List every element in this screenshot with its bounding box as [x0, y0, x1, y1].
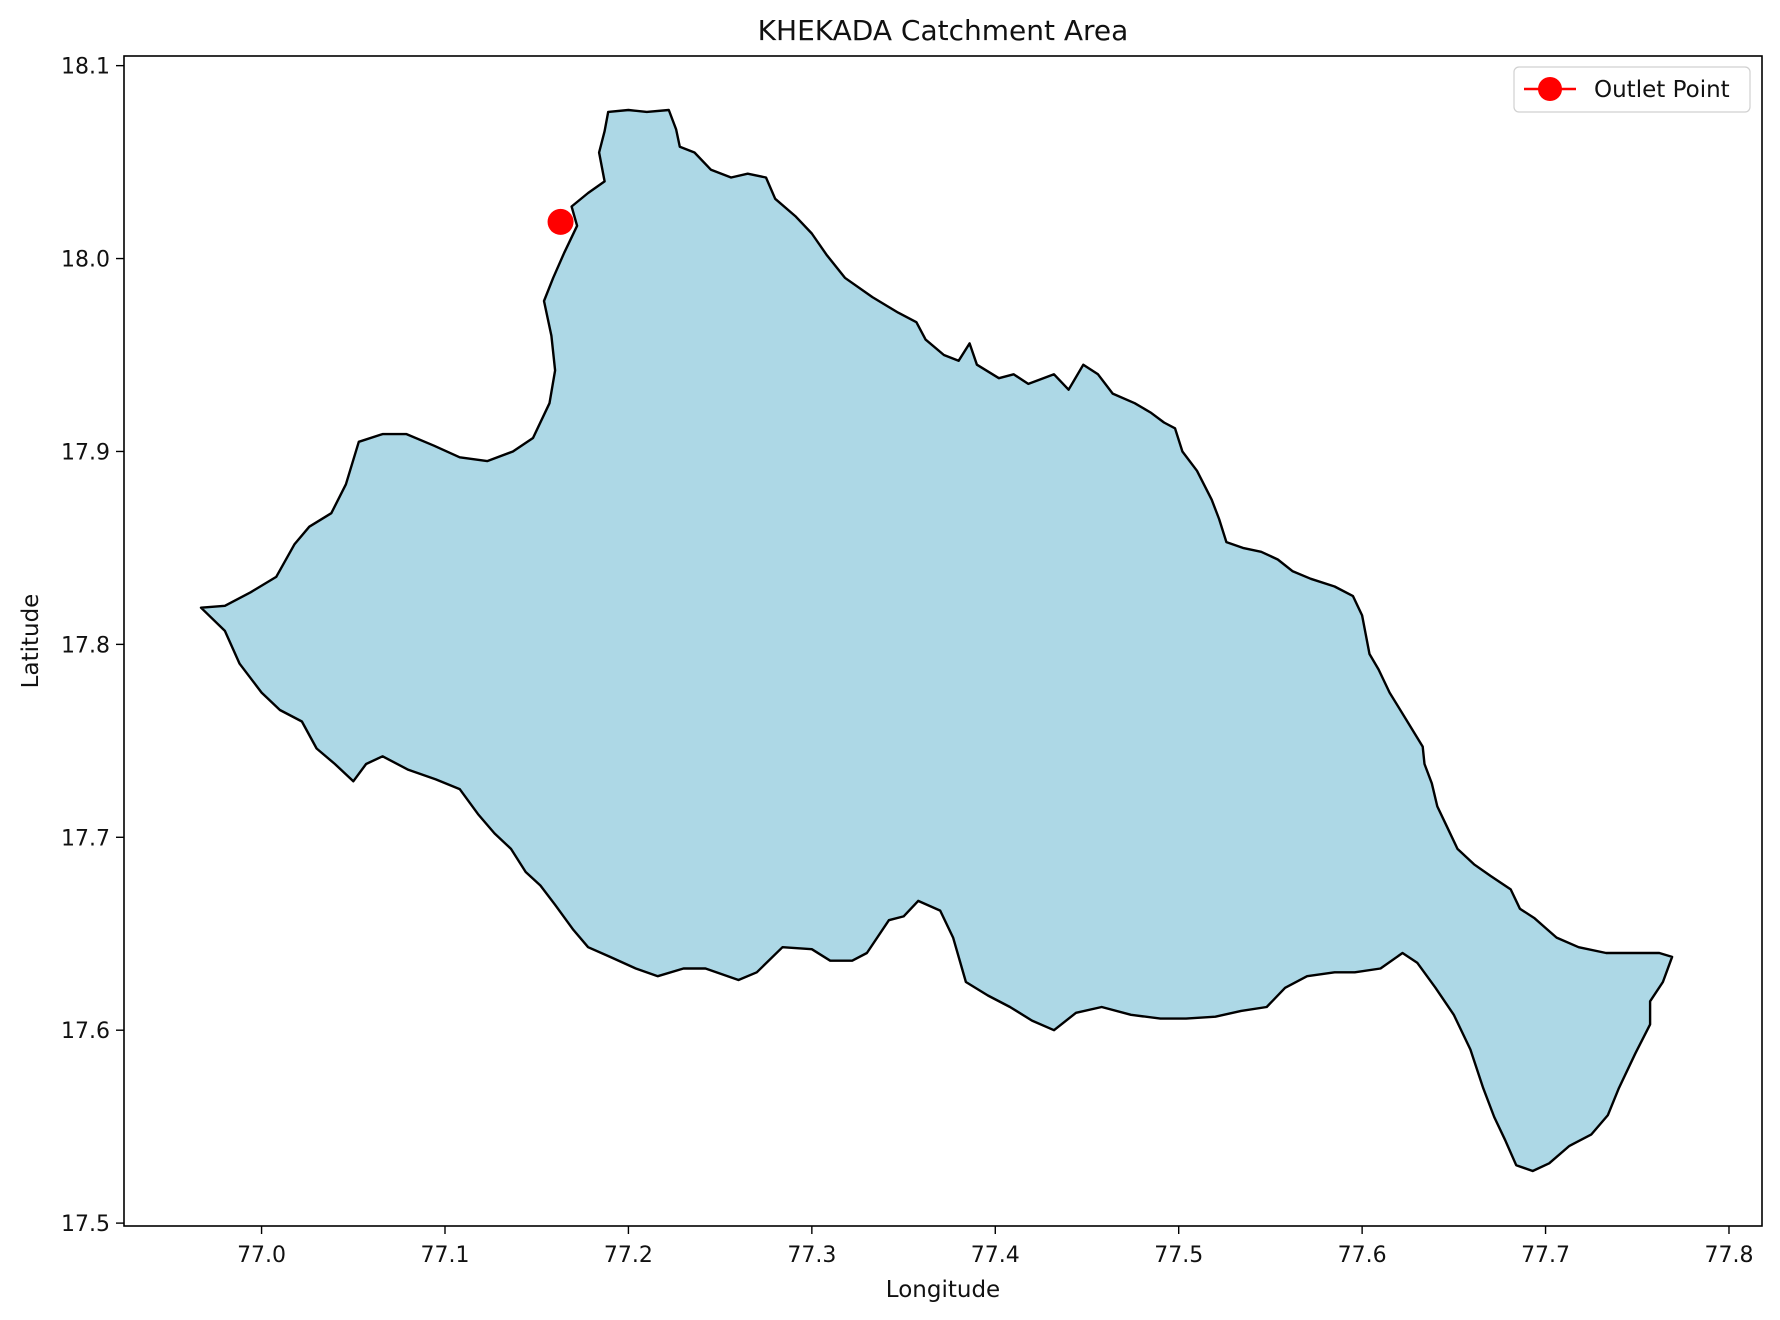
x-tick-label: 77.0: [237, 1243, 286, 1268]
outlet-point-marker: [547, 208, 574, 235]
catchment-polygon: [199, 108, 1674, 1173]
x-axis-title: Longitude: [886, 1277, 1000, 1303]
x-tick-label: 77.2: [604, 1243, 653, 1268]
x-tick-label: 77.6: [1338, 1243, 1387, 1268]
y-tick-label: 18.1: [61, 55, 110, 80]
y-tick-label: 17.8: [61, 633, 110, 658]
x-tick-label: 77.5: [1154, 1243, 1203, 1268]
legend-label-outlet-point: Outlet Point: [1594, 77, 1730, 103]
legend: Outlet Point: [1513, 66, 1751, 113]
map-layer: [199, 108, 1674, 1173]
axes-frame: [123, 55, 1763, 1227]
x-axis-ticks: 77.0 77.1 77.2 77.3 77.4 77.5 77.6 77.7 77.8: [237, 1226, 1753, 1268]
x-tick-label: 77.4: [971, 1243, 1020, 1268]
x-tick-label: 77.8: [1704, 1243, 1753, 1268]
y-tick-label: 17.6: [61, 1019, 110, 1044]
y-tick-label: 18.0: [61, 248, 110, 273]
plot-title: KHEKADA Catchment Area: [758, 14, 1129, 47]
y-axis-title: Latitude: [18, 594, 44, 689]
y-tick-label: 17.9: [61, 440, 110, 465]
x-tick-label: 77.3: [787, 1243, 836, 1268]
y-axis-ticks: 17.5 17.6 17.7 17.8 17.9 18.0 18.1: [61, 55, 124, 1237]
legend-marker-swatch: [1538, 77, 1562, 101]
y-tick-label: 17.7: [61, 826, 110, 851]
x-tick-label: 77.1: [421, 1243, 470, 1268]
legend-box: [1513, 66, 1751, 113]
y-tick-label: 17.5: [61, 1212, 110, 1237]
x-tick-label: 77.7: [1521, 1243, 1570, 1268]
